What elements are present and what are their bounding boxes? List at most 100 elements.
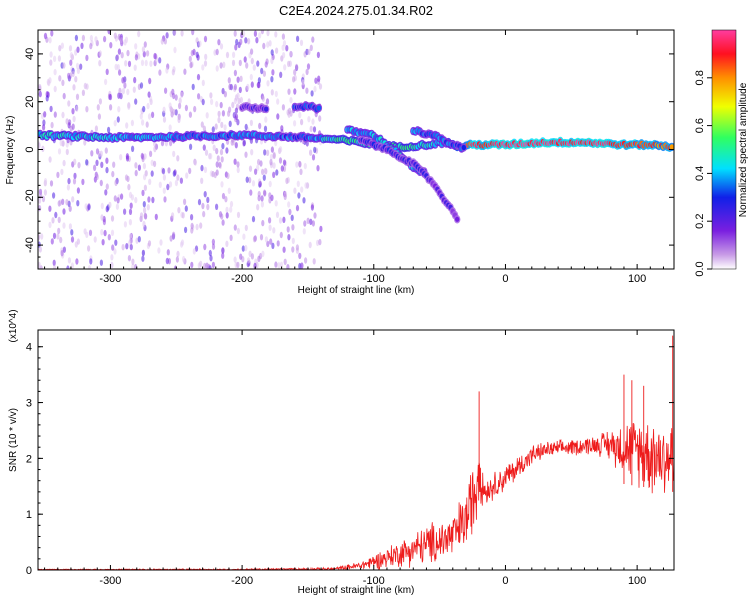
- noise-speck: [81, 178, 85, 186]
- noise-speck: [278, 157, 283, 164]
- noise-speck: [50, 30, 54, 37]
- noise-speck: [83, 82, 87, 90]
- noise-speck: [185, 172, 189, 179]
- noise-speck: [298, 111, 302, 119]
- noise-speck: [259, 160, 263, 167]
- noise-speck: [49, 105, 53, 113]
- noise-speck: [270, 89, 274, 96]
- noise-speck: [62, 159, 66, 167]
- noise-speck: [93, 164, 97, 171]
- noise-speck: [189, 143, 193, 150]
- noise-speck: [85, 159, 89, 166]
- noise-speck: [205, 262, 209, 269]
- noise-speck: [137, 164, 141, 171]
- noise-speck: [250, 81, 254, 88]
- noise-speck: [108, 201, 112, 209]
- noise-speck: [48, 77, 52, 84]
- noise-speck: [94, 36, 98, 43]
- noise-speck: [56, 233, 60, 240]
- noise-speck: [259, 234, 264, 241]
- noise-speck: [72, 84, 76, 91]
- noise-speck: [263, 149, 267, 156]
- noise-speck: [105, 166, 109, 174]
- noise-speck: [105, 183, 109, 190]
- noise-speck: [189, 61, 193, 69]
- noise-speck: [280, 125, 284, 132]
- noise-speck: [94, 125, 98, 132]
- noise-speck: [65, 199, 69, 206]
- noise-speck: [311, 220, 315, 227]
- noise-speck: [126, 88, 130, 96]
- noise-speck: [71, 123, 75, 130]
- noise-speck: [42, 124, 46, 131]
- noise-speck: [220, 121, 224, 129]
- noise-speck: [271, 242, 275, 249]
- noise-speck: [73, 158, 77, 165]
- noise-speck: [293, 69, 297, 76]
- noise-speck: [182, 255, 186, 263]
- noise-speck: [48, 221, 52, 229]
- colorbar-gradient: [711, 29, 737, 270]
- noise-speck: [133, 76, 137, 84]
- noise-speck: [244, 37, 248, 44]
- noise-speck: [54, 211, 58, 219]
- noise-speck: [150, 170, 154, 177]
- noise-speck: [104, 78, 108, 86]
- noise-speck: [250, 149, 254, 156]
- noise-speck: [272, 151, 276, 159]
- noise-speck: [295, 161, 299, 168]
- noise-speck: [127, 60, 132, 68]
- noise-speck: [148, 77, 152, 85]
- noise-speck: [268, 224, 272, 231]
- noise-speck: [89, 258, 93, 265]
- noise-speck: [245, 62, 249, 69]
- noise-speck: [143, 207, 147, 214]
- noise-speck: [220, 156, 224, 163]
- noise-speck: [98, 60, 102, 67]
- noise-speck: [217, 39, 221, 46]
- noise-speck: [236, 119, 240, 126]
- snr-panel: -300 -200 -100 0 100 0 1 2 3 4 Height of straight…: [8, 309, 675, 596]
- noise-speck: [85, 231, 89, 238]
- noise-speck: [238, 86, 242, 94]
- noise-speck: [67, 177, 71, 185]
- noise-speck: [129, 243, 133, 251]
- noise-speck: [50, 121, 54, 129]
- noise-speck: [307, 48, 311, 56]
- noise-speck: [134, 43, 138, 50]
- noise-speck: [215, 65, 219, 72]
- noise-speck: [118, 87, 122, 95]
- noise-speck: [114, 179, 118, 187]
- noise-speck: [38, 197, 42, 204]
- noise-speck: [236, 92, 240, 100]
- noise-speck: [57, 55, 62, 62]
- noise-speck: [43, 111, 47, 118]
- noise-speck: [202, 125, 206, 132]
- noise-speck: [232, 51, 236, 58]
- noise-speck: [147, 240, 152, 247]
- noise-speck: [52, 192, 56, 199]
- noise-speck: [188, 55, 192, 63]
- noise-speck: [234, 142, 238, 149]
- snr-xtick-label: 100: [628, 575, 646, 587]
- noise-speck: [111, 244, 115, 251]
- noise-speck: [83, 139, 87, 146]
- noise-speck: [215, 48, 219, 56]
- noise-speck: [115, 203, 119, 210]
- noise-speck: [269, 153, 273, 161]
- noise-speck: [117, 92, 121, 99]
- noise-speck: [128, 191, 133, 199]
- noise-speck: [303, 162, 307, 170]
- noise-speck: [242, 233, 246, 240]
- noise-speck: [43, 178, 48, 185]
- noise-speck: [219, 101, 223, 109]
- noise-speck: [143, 173, 147, 181]
- noise-speck: [272, 171, 276, 178]
- noise-speck: [318, 83, 323, 90]
- noise-speck: [220, 181, 224, 188]
- noise-speck: [235, 38, 239, 46]
- noise-speck: [85, 54, 89, 62]
- noise-speck: [68, 205, 72, 212]
- noise-speck: [180, 239, 185, 246]
- noise-speck: [72, 178, 77, 185]
